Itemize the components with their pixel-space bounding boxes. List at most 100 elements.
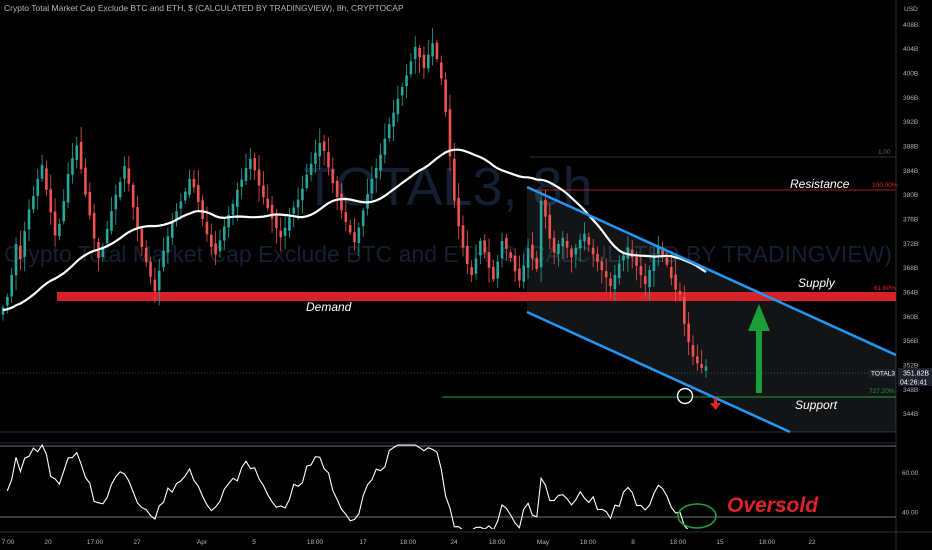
candle [218,229,222,258]
candle [314,139,317,174]
candle [118,177,122,201]
candle [101,242,105,263]
candle [518,255,521,288]
candle [466,230,469,275]
rsi-axis[interactable]: 60.00 40.00 [902,470,919,517]
candle [678,282,682,302]
rsi-tick-label: 60.00 [902,470,919,477]
candle [396,85,400,123]
candle [561,231,565,259]
candle [179,193,183,220]
candle [49,174,53,225]
candle [648,265,651,301]
candle [257,155,261,202]
price-tick-label: 376B [903,217,918,224]
candle [45,160,48,197]
candle [656,236,660,267]
candle [131,182,135,220]
candle [309,152,313,182]
candle [79,127,83,174]
candle [422,46,426,79]
candle [175,202,178,227]
candle [704,359,708,378]
candle [192,169,196,194]
price-tick-label: 392B [903,119,918,126]
candle [166,227,170,264]
candle [548,204,552,250]
fib-levels [0,156,896,398]
unit-label: USD [904,6,918,13]
candle [236,182,239,221]
candle [344,198,348,231]
time-axis[interactable]: 7:00 20 17:00 27 Apr 5 18:00 17 18:00 24 18:00 May 1… [2,539,816,546]
candle [123,156,126,193]
time-tick-label: 24 [450,539,458,546]
candle [374,158,378,193]
candle [509,248,513,263]
time-tick-label: 18:00 [400,539,417,546]
candle [513,248,517,282]
candle [457,183,460,239]
candle [439,55,443,86]
badge-countdown: 04:26:41 [900,380,927,387]
down-arrow [710,398,721,410]
candle [665,250,669,268]
candle [157,258,161,306]
candle [353,218,356,251]
candle [492,259,495,282]
candle [431,28,434,66]
time-tick-label: 20 [44,539,52,546]
candle [583,222,586,251]
price-tick-label: 344B [903,411,918,418]
candle [474,244,478,280]
candle [14,237,18,290]
candle [483,234,486,259]
candle [570,245,573,273]
candle [379,143,382,180]
candle [301,175,304,214]
candle [383,123,387,164]
candle [127,155,131,192]
candle [170,213,174,246]
price-axis[interactable]: 408B 404B 400B 396B 392B 388B 384B 380B 376B 372B… [903,22,918,418]
time-tick-label: 5 [252,539,256,546]
candle [487,238,491,283]
candle [557,239,560,267]
rsi-line [6,443,689,529]
candle [587,232,591,253]
candle [526,238,530,279]
candle [687,312,690,356]
candle [696,344,699,371]
chart-title: Crypto Total Market Cap Exclude BTC and … [4,3,404,13]
candle [444,72,447,117]
candle [53,198,57,247]
candle [40,154,44,182]
candle [75,136,79,169]
price-tick-label: 372B [903,241,918,248]
candle [10,267,13,303]
candle [36,168,40,210]
demand-zone[interactable] [57,292,896,301]
candle [496,254,500,288]
time-tick-label: Apr [197,539,208,546]
candle [604,258,608,293]
candle [335,175,339,211]
candle [114,184,118,225]
candle [617,254,621,285]
candle [296,187,300,221]
candle [357,222,361,256]
price-tick-label: 352B [903,363,918,370]
candle [136,196,139,242]
support-touch-circle [676,387,694,405]
price-tick-label: 380B [903,192,918,199]
candle [400,82,404,106]
candle [283,215,287,249]
candle [522,254,526,289]
candle [669,254,673,286]
descending-channel[interactable] [526,185,897,434]
time-tick-label: 17 [359,539,367,546]
candle [539,190,543,282]
candle [144,240,148,267]
candle [183,187,187,204]
